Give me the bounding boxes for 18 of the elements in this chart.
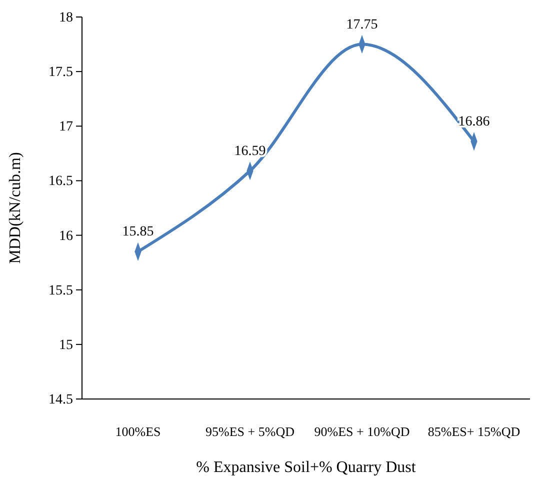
y-tick-label: 15.5 [48, 283, 73, 298]
y-tick-label: 14.5 [48, 392, 73, 408]
y-tick-label: 17 [59, 120, 73, 135]
data-label: 16.86 [458, 114, 490, 130]
x-tick-label: 100%ES [115, 424, 161, 440]
x-tick-label: 95%ES + 5%QD [206, 424, 294, 440]
x-axis-title: % Expansive Soil+% Quarry Dust [196, 459, 416, 476]
x-tick-label: 90%ES + 10%QD [314, 424, 410, 440]
y-tick-label: 18 [59, 10, 73, 26]
y-axis-title: MDD(kN/cub.m) [7, 152, 24, 264]
y-tick-label: 16.5 [48, 174, 73, 190]
data-label: 15.85 [122, 224, 154, 240]
x-tick-label: 85%ES+ 15%QD [428, 424, 520, 440]
y-tick-label: 17.5 [48, 65, 73, 80]
y-tick-label: 16 [59, 228, 73, 244]
y-tick-label: 15 [59, 338, 73, 353]
data-label: 16.59 [234, 144, 266, 159]
data-label: 17.75 [346, 17, 378, 32]
